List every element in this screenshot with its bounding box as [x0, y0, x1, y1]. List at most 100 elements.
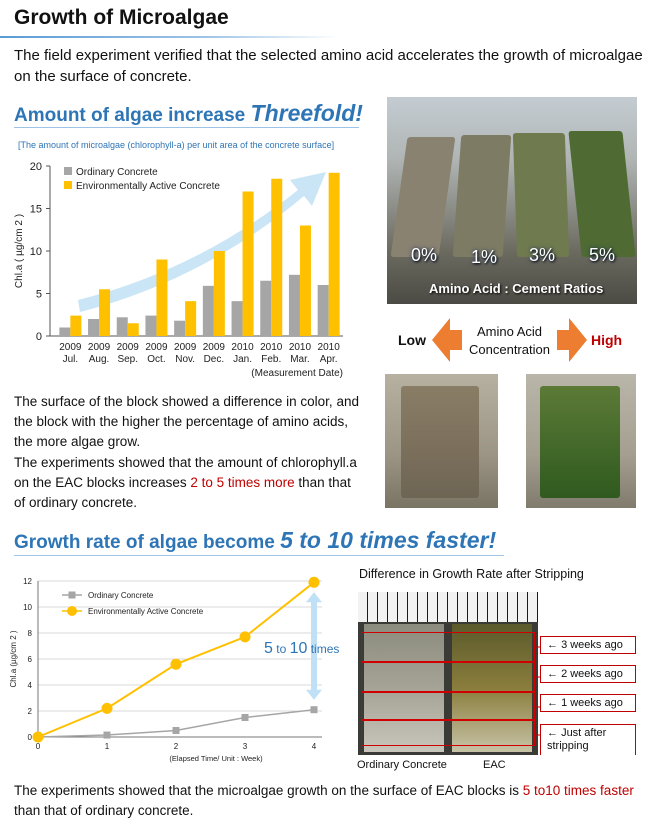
section1-paragraph2: The experiments showed that the amount o… [14, 455, 357, 510]
bar-x-tick-year: 2009 [117, 342, 140, 353]
week-label-1: ← 1 weeks ago [540, 694, 636, 712]
high-arrow-icon [557, 318, 587, 362]
line-x-tick-label: 4 [312, 742, 317, 751]
bar-x-tick-month: Jan. [233, 354, 252, 365]
bar-chart-title: [The amount of microalgae (chlorophyll-a… [18, 140, 335, 150]
bar-x-tick-year: 2009 [203, 342, 226, 353]
section1-heading: Amount of algae increase Threefold! [14, 100, 363, 126]
block-2 [512, 133, 570, 257]
bar-eac [271, 178, 283, 336]
block-3 [568, 131, 636, 257]
line-legend-label: Environmentally Active Concrete [88, 607, 204, 616]
bar-y-tick-label: 5 [36, 289, 42, 301]
ruler [358, 592, 538, 622]
bar-y-tick-label: 0 [36, 331, 42, 343]
bar-ordinary [202, 285, 214, 336]
line-y-label: Chl.a (µg/cm 2 ) [9, 630, 18, 687]
double-arrow-up-icon [306, 592, 322, 603]
bar-eac [242, 191, 254, 336]
week-label-0: ← Just after stripping [540, 724, 636, 755]
stripping-photo [358, 592, 538, 755]
bar-ordinary [231, 301, 243, 336]
bar-x-tick-year: 2010 [260, 342, 283, 353]
line-point-eac [308, 576, 320, 588]
week-band-4 [361, 720, 535, 746]
bar-ordinary [88, 319, 100, 336]
bar-ordinary [317, 285, 329, 336]
line-point-eac [101, 702, 113, 714]
section1-underline [14, 127, 359, 128]
bar-y-tick-label: 10 [30, 246, 42, 258]
bar-ordinary [288, 274, 300, 336]
eac-sample [452, 624, 532, 752]
line-point-eac [170, 658, 182, 670]
bar-eac [99, 289, 111, 336]
bar-y-tick-label: 20 [30, 161, 42, 173]
ordinary-block [401, 386, 479, 498]
page-title: Growth of Microalgae [14, 6, 229, 29]
growth-annotation: 5 to 10 times [264, 640, 339, 657]
line-point-ordinary [172, 727, 180, 734]
ratio-label-0: 0% [411, 245, 438, 265]
bar-ordinary [145, 315, 157, 336]
bar-eac [127, 323, 139, 336]
section2-underline [14, 555, 504, 556]
trend-arrow-icon [78, 172, 326, 312]
section2-conclusion: The experiments showed that the microalg… [14, 783, 634, 818]
ratio-label-1: 1% [471, 247, 498, 267]
line-y-tick-label: 4 [28, 681, 33, 690]
line-y-tick-label: 6 [28, 655, 33, 664]
line-point-eac [239, 631, 251, 643]
bar-x-tick-month: Jul. [63, 354, 79, 365]
bar-x-label: (Measurement Date) [251, 368, 343, 379]
bar-eac [299, 225, 311, 336]
line-legend-label: Ordinary Concrete [88, 591, 154, 600]
bar-eac [213, 251, 225, 336]
bar-x-tick-month: Nov. [175, 354, 195, 365]
block-1 [452, 135, 512, 257]
double-arrow-down-icon [306, 689, 322, 700]
section2-heading: Growth rate of algae become 5 to 10 time… [14, 527, 497, 553]
photo-label-eac: EAC [483, 759, 506, 771]
ratio-label-3: 5% [589, 245, 616, 265]
bar-ordinary [174, 320, 186, 336]
week-label-2: ← 2 weeks ago [540, 665, 636, 683]
title-underline [0, 36, 340, 38]
bar-legend-swatch [64, 181, 72, 189]
bar-ordinary [260, 280, 272, 336]
line-y-tick-label: 8 [28, 629, 33, 638]
eac-block [540, 386, 620, 498]
ratio-caption: Amino Acid : Cement Ratios [429, 281, 604, 296]
bar-x-tick-year: 2009 [59, 342, 82, 353]
photo-label-ordinary: Ordinary Concrete [357, 759, 447, 771]
bar-legend-label: Ordinary Concrete [76, 167, 158, 178]
bar-x-tick-year: 2009 [174, 342, 197, 353]
bar-x-tick-month: Dec. [204, 354, 225, 365]
bar-eac [70, 315, 82, 336]
week-label-3: ← 3 weeks ago [540, 636, 636, 654]
line-point-eac [32, 731, 44, 743]
low-label: Low [398, 332, 426, 348]
bar-x-tick-month: Mar. [290, 354, 309, 365]
low-arrow-icon [432, 318, 462, 362]
bar-legend-swatch [64, 167, 72, 175]
week-band-2 [361, 662, 535, 692]
line-y-tick-label: 2 [28, 707, 33, 716]
stripping-photo-title: Difference in Growth Rate after Strippin… [359, 567, 584, 581]
bar-legend-label: Environmentally Active Concrete [76, 181, 220, 192]
bar-ordinary [59, 327, 71, 336]
bar-eac [156, 259, 168, 336]
line-x-tick-label: 3 [243, 742, 248, 751]
intro-text: The field experiment verified that the s… [14, 47, 643, 85]
bar-x-tick-month: Feb. [261, 354, 281, 365]
bar-y-label: Chl.a ( µg/cm 2 ) [14, 214, 25, 288]
line-legend-marker [67, 606, 77, 616]
bar-x-tick-year: 2010 [289, 342, 312, 353]
bar-x-tick-month: Oct. [147, 354, 165, 365]
bar-x-tick-month: Sep. [117, 354, 138, 365]
bar-ordinary [116, 317, 128, 336]
line-x-tick-label: 2 [174, 742, 179, 751]
block-0 [390, 137, 456, 257]
line-point-ordinary [241, 714, 249, 721]
